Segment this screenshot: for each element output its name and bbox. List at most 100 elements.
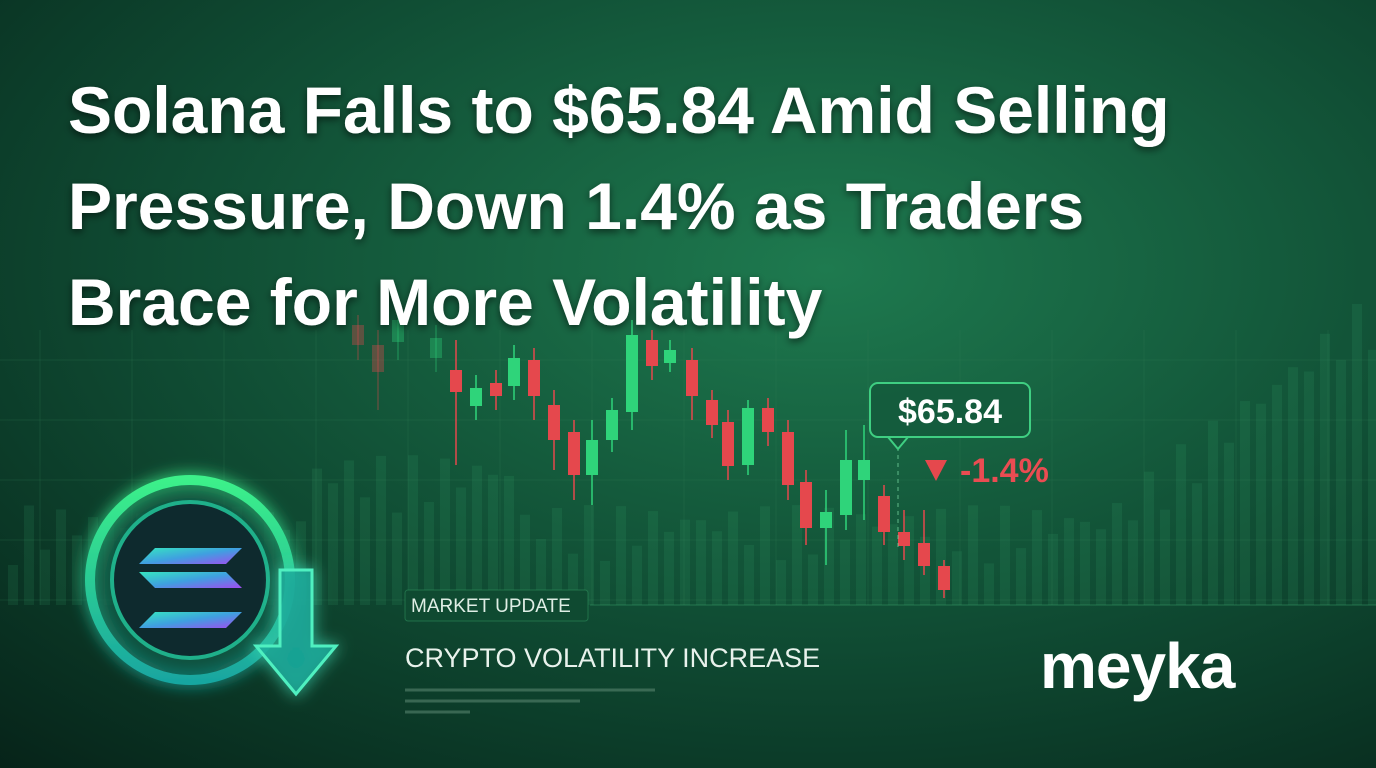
volume-bar bbox=[712, 531, 722, 605]
volume-bar bbox=[888, 524, 898, 605]
volume-bar bbox=[1336, 360, 1346, 605]
volume-bar bbox=[1112, 503, 1122, 605]
volume-bar bbox=[760, 506, 770, 605]
candle-body bbox=[646, 340, 658, 366]
volume-bar bbox=[1128, 520, 1138, 605]
brand: meyka bbox=[1040, 630, 1236, 702]
headline-line: Pressure, Down 1.4% as Traders bbox=[68, 169, 1084, 243]
volume-bar bbox=[1160, 509, 1170, 605]
candlesticks bbox=[352, 305, 950, 598]
volume-bar bbox=[440, 458, 450, 605]
volume-bar bbox=[776, 560, 786, 605]
candle-body bbox=[470, 388, 482, 406]
volume-bar bbox=[1368, 349, 1376, 605]
volume-bars bbox=[8, 304, 1376, 605]
candle-body bbox=[742, 408, 754, 465]
price-tag-box bbox=[869, 382, 1031, 438]
volume-bar bbox=[520, 514, 530, 605]
volume-bar bbox=[1224, 442, 1234, 605]
volume-bar bbox=[296, 521, 306, 605]
candle-body bbox=[938, 566, 950, 590]
candle-body bbox=[586, 440, 598, 475]
price-tag-pointer bbox=[885, 436, 911, 451]
badge: MARKET UPDATE bbox=[411, 596, 571, 617]
candle-body bbox=[782, 432, 794, 485]
candle-body bbox=[918, 543, 930, 566]
volume-bar bbox=[1096, 529, 1106, 605]
volume-bar bbox=[1256, 403, 1266, 605]
volume-bar bbox=[824, 507, 834, 605]
volume-bar bbox=[1192, 483, 1202, 605]
volume-bar bbox=[1240, 401, 1250, 605]
candle-body bbox=[372, 345, 384, 372]
candle-body bbox=[706, 400, 718, 425]
volume-bar bbox=[968, 505, 978, 605]
volume-bar bbox=[920, 536, 930, 605]
volume-bar bbox=[696, 520, 706, 605]
volume-bar bbox=[552, 508, 562, 605]
candle-body bbox=[762, 408, 774, 432]
candle-body bbox=[840, 460, 852, 515]
volume-bar bbox=[1304, 371, 1314, 605]
candle-body bbox=[898, 532, 910, 546]
candle-body bbox=[548, 405, 560, 440]
candle-body bbox=[722, 422, 734, 466]
volume-bar bbox=[632, 545, 642, 605]
volume-bar bbox=[72, 535, 82, 605]
headline-line: Brace for More Volatility bbox=[68, 265, 823, 339]
candle-body bbox=[878, 496, 890, 532]
volume-bar bbox=[648, 511, 658, 605]
volume-bar bbox=[536, 538, 546, 605]
volume-bar bbox=[792, 505, 802, 605]
candle-body bbox=[858, 460, 870, 480]
volume-bar bbox=[584, 505, 594, 605]
volume-bar bbox=[344, 460, 354, 605]
volume-bar bbox=[872, 526, 882, 605]
candle-body bbox=[490, 383, 502, 396]
volume-bar bbox=[328, 483, 338, 605]
solana-logo bbox=[85, 475, 340, 697]
candle-body bbox=[606, 410, 618, 440]
candle-body bbox=[686, 360, 698, 396]
volume-bar bbox=[1144, 471, 1154, 605]
volume-bar bbox=[568, 553, 578, 605]
headline-line: Solana Falls to $65.84 Amid Selling bbox=[68, 73, 1170, 147]
volume-bar bbox=[312, 468, 322, 605]
volume-bar bbox=[472, 465, 482, 605]
volume-bar bbox=[376, 455, 386, 605]
candle-body bbox=[820, 512, 832, 528]
volume-bar bbox=[1352, 304, 1362, 605]
volume-bar bbox=[424, 502, 434, 605]
volume-bar bbox=[664, 531, 674, 605]
volume-bar bbox=[1016, 548, 1026, 605]
volume-bar bbox=[1272, 384, 1282, 605]
volume-bar bbox=[904, 516, 914, 605]
volume-bar bbox=[1208, 420, 1218, 605]
volume-bar bbox=[1000, 505, 1010, 605]
candle-body bbox=[392, 320, 404, 342]
candle-body bbox=[800, 482, 812, 528]
candle-body bbox=[430, 338, 442, 358]
badge-box bbox=[404, 589, 589, 622]
volume-bar bbox=[488, 474, 498, 605]
volume-bar bbox=[744, 545, 754, 605]
volume-bar bbox=[1080, 521, 1090, 605]
candle-body bbox=[528, 360, 540, 396]
candle-body bbox=[450, 370, 462, 392]
volume-bar bbox=[1320, 333, 1330, 605]
volume-bar bbox=[360, 497, 370, 605]
volume-bar bbox=[1064, 518, 1074, 605]
volume-bar bbox=[1048, 533, 1058, 605]
candle-body bbox=[568, 432, 580, 475]
volume-bar bbox=[456, 487, 466, 605]
volume-bar bbox=[392, 512, 402, 605]
candle-body bbox=[664, 350, 676, 363]
volume-bar bbox=[856, 514, 866, 605]
volume-bar bbox=[840, 539, 850, 605]
volume-bar bbox=[1032, 510, 1042, 605]
candle-body bbox=[626, 335, 638, 412]
volume-bar bbox=[40, 549, 50, 605]
volume-bar bbox=[1288, 367, 1298, 605]
decorative-lines bbox=[405, 688, 655, 714]
